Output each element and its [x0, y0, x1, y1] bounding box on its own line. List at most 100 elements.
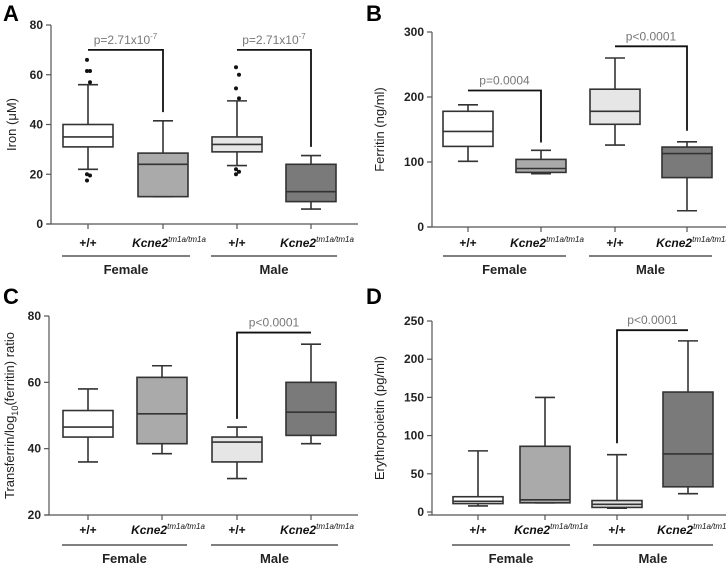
x-tick-label: Kcne2tm1a/tm1a [656, 235, 726, 250]
y-axis-label-main: Transferrin/log [2, 416, 17, 499]
outlier-point [237, 72, 241, 77]
outlier-point [234, 65, 238, 70]
y-axis-label-subscript: 10 [10, 406, 20, 416]
box-2 [136, 364, 188, 455]
box-iqr [662, 391, 714, 488]
x-tick-label-superscript: tm1a/tm1a [550, 522, 588, 531]
y-axis-label-main: Iron (μM) [4, 98, 19, 151]
box-iqr [211, 436, 263, 463]
y-axis-label-main: Ferritin (ng/ml) [372, 87, 387, 172]
x-tick-label-main: +/+ [469, 523, 486, 537]
x-tick-label: +/+ [228, 523, 245, 537]
x-tick-label-superscript: tm1a/tm1a [546, 235, 584, 244]
box-iqr [137, 152, 189, 198]
box-iqr [442, 110, 494, 148]
x-tick-label-main: Kcne2 [656, 236, 692, 250]
significance-bracket: p=0.0004 [468, 74, 542, 143]
y-tick-label: 200 [404, 352, 424, 366]
x-tick-label: Kcne2tm1a/tm1a [510, 235, 584, 250]
box-3 [591, 453, 643, 509]
x-tick-label-main: Kcne2 [132, 236, 168, 250]
box-iqr [285, 163, 337, 203]
group-label: Male [639, 551, 668, 566]
group-label: Male [260, 551, 289, 566]
box-1 [62, 388, 114, 463]
x-tick-label: +/+ [79, 523, 96, 537]
outlier-point [234, 86, 238, 91]
box-iqr [136, 376, 188, 445]
x-tick-label: +/+ [608, 523, 625, 537]
box-4 [661, 141, 713, 212]
panel-letter: D [366, 284, 382, 309]
box-iqr [452, 495, 504, 505]
y-tick-label: 60 [28, 375, 42, 389]
p-value-text: p<0.0001 [626, 29, 677, 43]
panel-letter: A [3, 1, 19, 26]
group-label: Female [489, 551, 534, 566]
y-tick-label: 60 [30, 68, 44, 82]
box-iqr [519, 445, 571, 504]
box-4 [285, 154, 337, 210]
x-tick-label-main: +/+ [228, 236, 245, 250]
outlier-point [88, 80, 92, 85]
y-tick-label: 20 [28, 508, 42, 522]
outlier-point [234, 172, 238, 177]
p-value-label: p<0.0001 [627, 313, 678, 327]
y-tick-label: 0 [36, 217, 43, 231]
x-tick-label: Kcne2tm1a/tm1a [514, 522, 588, 537]
y-axis-label: Ferritin (ng/ml) [372, 87, 387, 172]
box-iqr [661, 146, 713, 179]
box-3 [211, 65, 263, 177]
y-tick-label: 40 [30, 118, 44, 132]
y-tick-label: 100 [404, 429, 424, 443]
outlier-point [85, 69, 89, 74]
y-tick-label: 0 [417, 220, 424, 234]
bracket-line [616, 329, 688, 444]
p-value-exponent: -7 [150, 32, 158, 41]
outlier-point [237, 96, 241, 101]
outlier-point [85, 172, 89, 177]
p-value-label: p<0.0001 [626, 29, 677, 43]
box-3 [211, 426, 263, 480]
x-tick-label: +/+ [606, 236, 623, 250]
outlier-point [85, 178, 89, 183]
box-2 [515, 149, 567, 175]
group-label: Female [104, 262, 149, 277]
x-tick-label-superscript: tm1a/tm1a [167, 522, 205, 531]
x-tick-label: Kcne2tm1a/tm1a [132, 235, 206, 250]
p-value-text: p=2.71x10 [242, 33, 299, 47]
x-tick-label-main: +/+ [79, 236, 96, 250]
x-tick-label: +/+ [469, 523, 486, 537]
box-iqr [515, 158, 567, 174]
x-tick-label: +/+ [459, 236, 476, 250]
box-iqr [285, 381, 337, 437]
y-tick-label: 80 [28, 309, 42, 323]
x-tick-label: Kcne2tm1a/tm1a [280, 235, 354, 250]
group-label: Male [636, 262, 665, 277]
group-label: Female [102, 551, 147, 566]
box-iqr [62, 409, 114, 438]
outlier-point [234, 167, 238, 172]
x-tick-label: Kcne2tm1a/tm1a [280, 522, 354, 537]
p-value-text: p=0.0004 [479, 74, 530, 88]
y-axis-label-main: Erythropoietin (pg/ml) [372, 356, 387, 480]
x-tick-label-main: +/+ [606, 236, 623, 250]
significance-bracket: p=2.71x10-7 [88, 32, 164, 113]
p-value-label: p=2.71x10-7 [242, 32, 306, 47]
y-axis-label: Erythropoietin (pg/ml) [372, 356, 387, 480]
x-tick-label-main: Kcne2 [657, 523, 693, 537]
panel-letter: B [366, 1, 382, 26]
bracket-line [88, 48, 164, 113]
box-1 [452, 450, 504, 507]
x-tick-label-superscript: tm1a/tm1a [168, 235, 206, 244]
p-value-exponent: -7 [299, 32, 307, 41]
x-tick-label-superscript: tm1a/tm1a [316, 235, 354, 244]
outlier-point [88, 173, 92, 178]
significance-bracket: p<0.0001 [615, 29, 688, 131]
box-iqr [62, 123, 114, 148]
x-tick-label-main: Kcne2 [280, 236, 316, 250]
x-tick-label-main: Kcne2 [131, 523, 167, 537]
p-value-text: p<0.0001 [627, 313, 678, 327]
